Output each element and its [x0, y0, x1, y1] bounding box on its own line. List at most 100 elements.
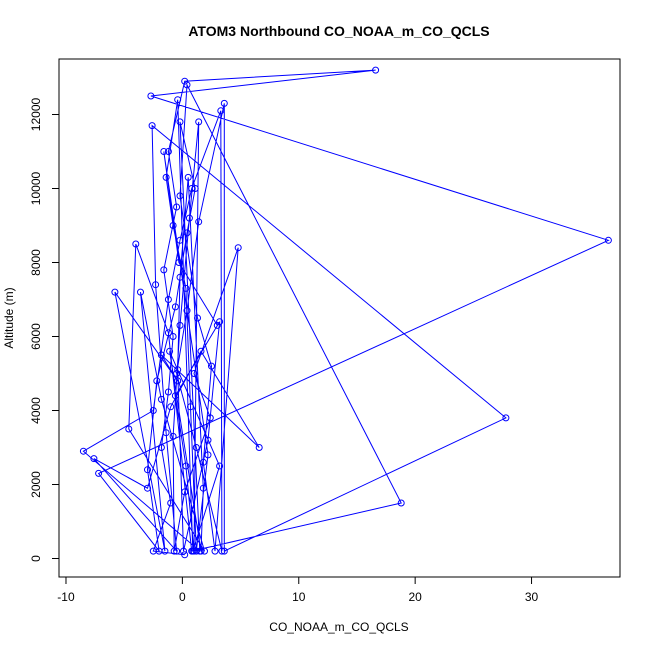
data-point — [216, 462, 224, 470]
y-tick-label: 6000 — [29, 323, 43, 350]
y-axis-label: Altitude (m) — [2, 287, 16, 348]
data-point — [194, 314, 201, 322]
data-point — [174, 96, 182, 104]
data-point — [162, 429, 170, 437]
data-point — [176, 236, 184, 244]
data-point — [195, 118, 203, 126]
data-point — [152, 281, 160, 289]
data-point — [181, 77, 189, 85]
data-point — [397, 499, 405, 507]
data-point — [166, 347, 174, 355]
data-point — [95, 469, 103, 477]
data-point — [164, 148, 172, 155]
data-point — [169, 432, 177, 440]
data-point — [220, 99, 228, 107]
data-point — [213, 321, 221, 329]
data-point — [195, 218, 203, 226]
data-point — [183, 81, 191, 89]
data-point — [220, 547, 228, 555]
chart-title: ATOM3 Northbound CO_NOAA_m_CO_QCLS — [188, 23, 489, 39]
data-point — [111, 288, 119, 296]
data-point — [183, 229, 191, 237]
data-point — [216, 318, 224, 326]
data-point — [175, 259, 183, 266]
data-point — [204, 436, 212, 444]
data-point — [148, 122, 156, 130]
y-tick-label: 12000 — [29, 97, 43, 131]
data-point — [197, 347, 205, 355]
data-point — [192, 444, 200, 451]
data-point — [201, 547, 208, 555]
data-point — [173, 203, 181, 211]
x-tick-label: 20 — [408, 590, 422, 604]
data-point — [182, 462, 190, 470]
x-tick-label: 10 — [292, 590, 306, 604]
data-point — [157, 444, 165, 451]
data-point — [184, 173, 192, 181]
y-axis: 0 2000 4000 6000 8000 10000 12000 — [29, 97, 60, 562]
data-point — [255, 444, 263, 451]
data-point — [167, 403, 175, 411]
data-point — [181, 551, 189, 559]
data-point — [162, 173, 170, 181]
data-point — [171, 303, 179, 311]
data-point — [192, 547, 200, 555]
data-point — [199, 484, 207, 492]
data-point — [176, 273, 184, 281]
data-point — [197, 547, 205, 555]
data-point — [189, 547, 197, 555]
data-point — [199, 458, 207, 466]
data-point — [147, 92, 155, 100]
data-point — [176, 321, 184, 329]
y-tick-label: 10000 — [29, 171, 43, 205]
data-point — [182, 284, 190, 292]
y-tick-label: 0 — [29, 555, 43, 562]
data-point — [174, 377, 182, 385]
data-point — [169, 222, 177, 229]
data-point — [604, 236, 612, 244]
data-point — [188, 185, 196, 192]
data-point — [79, 447, 87, 455]
data-point — [149, 407, 157, 414]
data-point — [164, 296, 172, 303]
data-point — [160, 148, 168, 155]
data-point — [173, 370, 181, 377]
data-point — [174, 366, 182, 374]
data-point — [204, 451, 212, 459]
y-tick-label: 8000 — [29, 249, 43, 276]
data-point — [191, 185, 199, 192]
data-point — [169, 333, 177, 340]
x-tick-label: 30 — [525, 590, 539, 604]
data-point — [132, 240, 140, 248]
data-point — [157, 351, 165, 359]
data-point — [157, 395, 165, 403]
data-point — [167, 499, 175, 507]
data-point — [164, 388, 172, 396]
data-point — [183, 307, 191, 315]
data-point — [144, 484, 151, 492]
y-tick-label: 4000 — [29, 397, 43, 424]
plot-area — [79, 66, 612, 559]
data-point — [125, 425, 133, 433]
y-tick-label: 2000 — [29, 471, 43, 498]
data-point — [137, 288, 144, 296]
data-point — [180, 547, 187, 555]
data-point — [173, 547, 181, 555]
data-point — [164, 329, 172, 337]
data-point — [160, 266, 168, 274]
series-line — [82, 69, 610, 556]
data-point — [171, 392, 179, 400]
data-point — [185, 214, 193, 222]
data-point — [176, 118, 184, 126]
data-point — [211, 547, 219, 555]
data-point — [234, 244, 242, 252]
data-point — [170, 547, 178, 555]
data-point — [218, 547, 226, 555]
data-point — [90, 455, 98, 463]
data-point — [217, 107, 225, 115]
data-point — [190, 370, 198, 377]
data-point — [176, 192, 184, 200]
data-point — [181, 488, 189, 496]
x-tick-label: 0 — [179, 590, 186, 604]
